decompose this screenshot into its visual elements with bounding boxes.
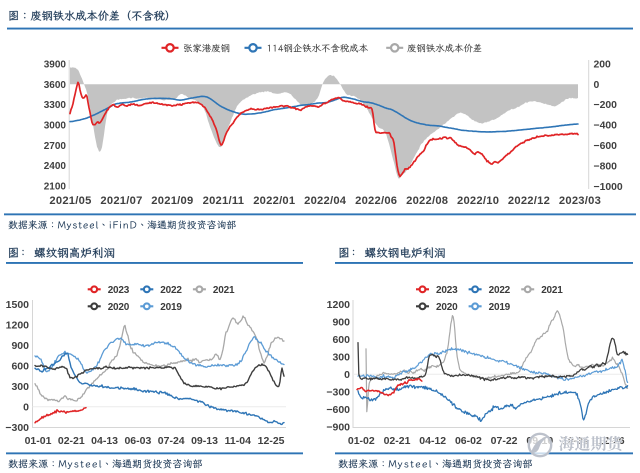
svg-text:01-02: 01-02 — [348, 435, 375, 447]
svg-text:04-12: 04-12 — [419, 435, 446, 447]
svg-text:2022/01: 2022/01 — [253, 195, 295, 207]
svg-text:2023/03: 2023/03 — [559, 195, 601, 207]
svg-text:−400: −400 — [594, 121, 618, 132]
svg-text:06-03: 06-03 — [124, 435, 151, 447]
svg-text:300: 300 — [332, 352, 350, 364]
svg-text:2100: 2100 — [44, 182, 67, 193]
svg-text:06-02: 06-02 — [455, 435, 482, 447]
svg-text:900: 900 — [11, 340, 29, 352]
svg-text:2021: 2021 — [213, 285, 235, 296]
svg-text:2020: 2020 — [436, 302, 458, 313]
svg-text:2022: 2022 — [160, 285, 182, 296]
svg-text:0: 0 — [344, 369, 350, 381]
svg-text:0: 0 — [594, 80, 600, 91]
svg-text:200: 200 — [594, 59, 612, 70]
svg-text:3600: 3600 — [44, 80, 67, 91]
svg-text:09-13: 09-13 — [191, 435, 218, 447]
svg-text:3000: 3000 — [44, 121, 67, 132]
svg-text:11-04: 11-04 — [225, 435, 251, 447]
svg-text:2022/04: 2022/04 — [304, 195, 347, 207]
svg-text:2019: 2019 — [489, 302, 511, 313]
svg-text:01-01: 01-01 — [25, 435, 52, 447]
svg-text:2021: 2021 — [541, 285, 563, 296]
svg-text:07-22: 07-22 — [491, 435, 518, 447]
svg-text:1200: 1200 — [6, 320, 30, 332]
svg-text:3300: 3300 — [44, 100, 67, 111]
svg-text:2020: 2020 — [108, 302, 130, 313]
svg-text:600: 600 — [332, 334, 350, 346]
svg-text:2022/08: 2022/08 — [406, 195, 448, 207]
svg-text:04-13: 04-13 — [91, 435, 118, 447]
svg-text:2019: 2019 — [160, 302, 182, 313]
svg-text:2700: 2700 — [44, 141, 67, 152]
svg-text:−600: −600 — [594, 141, 618, 152]
svg-text:0: 0 — [23, 402, 29, 414]
svg-text:900: 900 — [332, 317, 350, 329]
svg-text:12-25: 12-25 — [258, 435, 285, 447]
svg-text:2021/05: 2021/05 — [49, 195, 91, 207]
svg-text:−300: −300 — [5, 422, 29, 434]
svg-text:2021/09: 2021/09 — [151, 195, 193, 207]
svg-text:−1000: −1000 — [594, 182, 623, 193]
svg-text:2022/10: 2022/10 — [457, 195, 499, 207]
svg-text:3900: 3900 — [44, 60, 67, 71]
svg-text:−200: −200 — [594, 100, 618, 111]
svg-text:2022: 2022 — [489, 285, 511, 296]
svg-text:07-24: 07-24 — [158, 435, 185, 447]
svg-text:02-21: 02-21 — [384, 435, 411, 447]
svg-text:2400: 2400 — [44, 161, 67, 172]
svg-text:1500: 1500 — [6, 299, 30, 311]
svg-text:−600: −600 — [326, 404, 350, 416]
svg-text:2022/12: 2022/12 — [508, 195, 550, 207]
svg-text:2023: 2023 — [436, 285, 458, 296]
svg-text:300: 300 — [11, 381, 29, 393]
svg-text:2022/06: 2022/06 — [355, 195, 397, 207]
svg-text:2021/11: 2021/11 — [203, 195, 245, 207]
svg-text:−800: −800 — [594, 162, 618, 173]
svg-text:600: 600 — [11, 361, 29, 373]
svg-text:02-21: 02-21 — [58, 435, 85, 447]
svg-text:1200: 1200 — [327, 299, 351, 311]
svg-text:−300: −300 — [326, 387, 350, 399]
svg-text:2021/07: 2021/07 — [100, 195, 142, 207]
svg-text:−900: −900 — [326, 422, 350, 434]
svg-text:2023: 2023 — [108, 285, 130, 296]
